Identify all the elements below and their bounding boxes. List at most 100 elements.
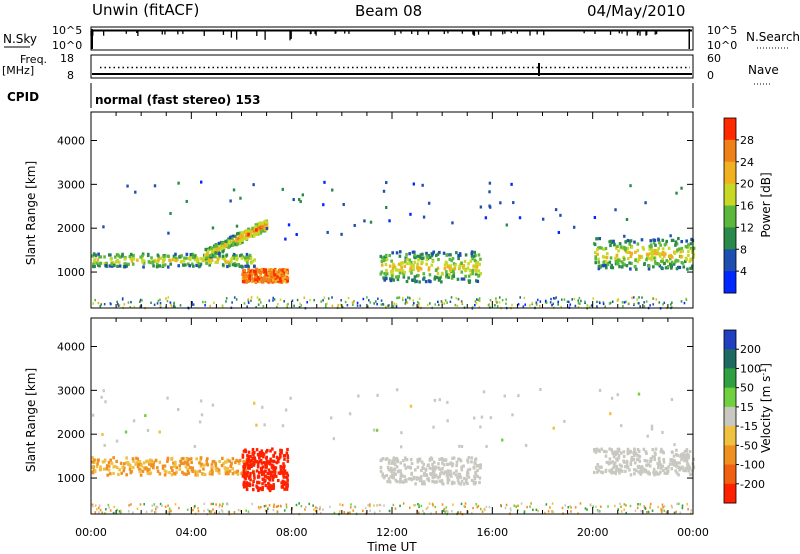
range-cell xyxy=(620,260,624,264)
range-cell xyxy=(264,268,267,272)
range-cell xyxy=(208,258,212,262)
range-cell xyxy=(185,199,188,203)
range-cell xyxy=(450,474,453,478)
range-cell xyxy=(112,465,116,469)
range-cell xyxy=(168,507,171,510)
range-cell xyxy=(452,269,455,273)
range-cell xyxy=(353,300,355,303)
range-cell xyxy=(431,479,434,484)
range-cell xyxy=(430,263,434,267)
range-cell xyxy=(114,255,117,259)
range-cell xyxy=(136,457,140,461)
range-cell xyxy=(488,505,491,509)
range-cell xyxy=(621,301,624,304)
range-cell xyxy=(283,453,287,458)
range-cell xyxy=(431,475,435,480)
range-cell xyxy=(113,263,116,268)
range-cell xyxy=(194,473,198,477)
range-cell xyxy=(446,462,449,466)
range-cell xyxy=(344,300,347,304)
range-cell xyxy=(614,453,617,457)
range-cell xyxy=(331,296,333,299)
range-cell xyxy=(245,255,248,259)
range-cell xyxy=(264,273,267,277)
range-cell xyxy=(638,255,642,259)
range-cell xyxy=(488,205,492,209)
range-cell xyxy=(225,466,229,471)
range-cell xyxy=(94,504,97,507)
range-cell xyxy=(404,466,408,470)
range-cell xyxy=(276,458,280,462)
range-cell xyxy=(323,296,326,299)
range-cell xyxy=(438,467,442,471)
range-cell xyxy=(604,260,608,264)
range-cell xyxy=(235,470,239,474)
range-cell xyxy=(449,462,453,466)
range-cell xyxy=(643,301,645,304)
range-cell xyxy=(166,456,170,460)
range-cell xyxy=(426,303,429,307)
range-cell xyxy=(608,447,612,451)
range-cell xyxy=(638,465,642,469)
range-cell xyxy=(626,465,630,470)
range-cell xyxy=(624,465,627,469)
range-cell xyxy=(685,298,688,301)
range-cell xyxy=(159,298,161,302)
range-cell xyxy=(401,271,405,275)
range-cell xyxy=(283,275,287,279)
range-cell xyxy=(388,219,391,223)
range-cell xyxy=(263,504,266,508)
range-cell xyxy=(429,302,431,305)
range-cell xyxy=(245,509,247,512)
range-cell xyxy=(233,470,236,474)
range-cell xyxy=(195,457,199,461)
range-cell xyxy=(100,303,102,306)
range-cell xyxy=(420,504,423,508)
range-cell xyxy=(427,268,431,272)
range-cell xyxy=(240,256,244,260)
range-cell xyxy=(251,259,255,263)
range-cell xyxy=(286,459,290,463)
range-cell xyxy=(640,255,644,259)
range-cell xyxy=(256,463,260,467)
colorbar-tick-label: 24 xyxy=(740,156,754,169)
range-cell xyxy=(637,503,639,506)
range-cell xyxy=(470,254,474,259)
range-cell xyxy=(446,400,449,404)
range-cell xyxy=(422,272,426,276)
range-cell xyxy=(566,300,569,303)
range-cell xyxy=(267,476,271,481)
range-cell xyxy=(156,466,159,470)
freq-label: Freq. xyxy=(20,53,47,66)
range-cell xyxy=(417,503,419,506)
range-cell xyxy=(260,470,264,474)
range-cell xyxy=(287,223,291,227)
range-cell xyxy=(433,475,436,479)
range-cell xyxy=(398,480,402,484)
range-cell xyxy=(218,254,221,258)
range-cell xyxy=(529,304,531,307)
range-cell xyxy=(467,279,471,283)
range-cell xyxy=(251,502,253,506)
range-cell xyxy=(273,451,277,455)
range-cell xyxy=(144,467,147,471)
range-cell xyxy=(388,264,392,268)
range-cell xyxy=(298,502,300,505)
range-cell xyxy=(654,261,657,266)
range-cell xyxy=(359,304,362,307)
range-cell xyxy=(403,270,406,274)
range-cell xyxy=(419,475,423,479)
range-cell xyxy=(442,251,446,255)
range-cell xyxy=(157,258,160,262)
range-cell xyxy=(463,259,467,263)
range-cell xyxy=(479,272,482,276)
range-cell xyxy=(509,509,512,512)
range-cell xyxy=(623,301,626,304)
range-cell xyxy=(467,274,471,278)
range-cell xyxy=(625,511,628,515)
range-cell xyxy=(671,458,674,462)
range-cell xyxy=(391,266,395,270)
range-cell xyxy=(286,276,290,280)
range-cell xyxy=(475,464,479,468)
range-cell xyxy=(266,471,270,476)
